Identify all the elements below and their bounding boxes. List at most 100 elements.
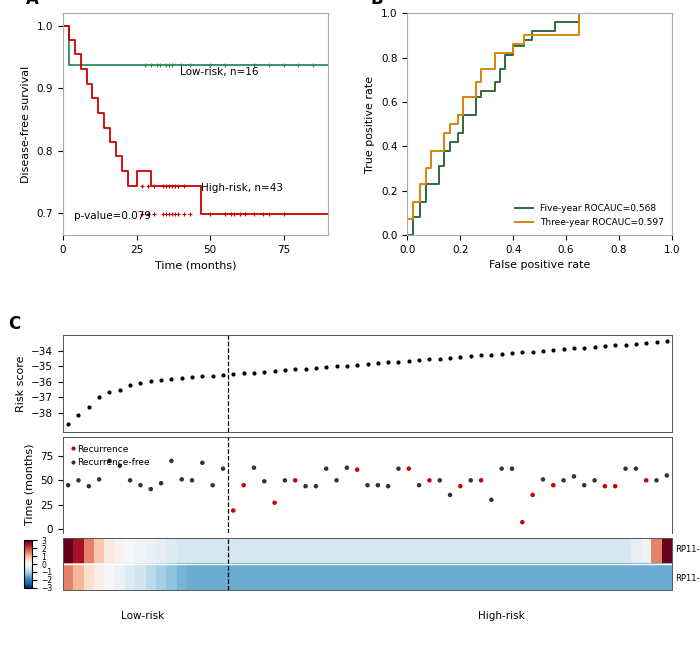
Point <box>475 475 486 485</box>
Three-year ROCAUC=0.597 <box>458 94 467 102</box>
Point <box>83 401 94 412</box>
Point <box>166 373 177 384</box>
Three-year ROCAUC=0.597 <box>519 40 528 48</box>
Point <box>290 475 301 485</box>
Point <box>424 354 435 365</box>
Point <box>662 470 673 481</box>
Text: Low-risk: Low-risk <box>120 611 164 621</box>
Five-year ROCAUC=0.568 <box>528 27 536 35</box>
Point <box>279 475 290 485</box>
Point <box>176 373 188 383</box>
Text: C: C <box>8 316 20 333</box>
Point <box>558 344 569 354</box>
Three-year ROCAUC=0.597 <box>408 198 416 206</box>
Point <box>166 456 177 466</box>
Point <box>527 489 538 500</box>
Point <box>351 359 363 370</box>
Three-year ROCAUC=0.597 <box>458 112 467 119</box>
Point <box>114 461 125 471</box>
Three-year ROCAUC=0.597 <box>636 9 645 17</box>
Point <box>547 345 559 356</box>
Point <box>630 463 641 474</box>
Point <box>579 342 590 353</box>
Three-year ROCAUC=0.597 <box>509 49 517 57</box>
X-axis label: Time (months): Time (months) <box>155 260 236 270</box>
Point <box>135 378 146 388</box>
Point <box>310 363 321 373</box>
Point <box>248 367 260 378</box>
Three-year ROCAUC=0.597 <box>501 49 510 57</box>
Five-year ROCAUC=0.568 <box>668 9 676 17</box>
Point <box>125 475 136 485</box>
Point <box>372 480 384 491</box>
Point <box>444 489 456 500</box>
Point <box>228 505 239 516</box>
Point <box>62 480 74 491</box>
Three-year ROCAUC=0.597 <box>427 147 435 155</box>
Three-year ROCAUC=0.597 <box>668 9 676 17</box>
Point <box>558 475 569 485</box>
Point <box>506 348 517 358</box>
Text: B: B <box>370 0 383 9</box>
Point <box>73 475 84 485</box>
Point <box>651 475 662 485</box>
Point <box>465 475 476 485</box>
Five-year ROCAUC=0.568 <box>575 9 584 17</box>
Point <box>351 464 363 475</box>
Point <box>197 457 208 468</box>
Point <box>207 480 218 491</box>
Three-year ROCAUC=0.597 <box>477 65 486 73</box>
Point <box>104 387 115 398</box>
Point <box>444 352 456 363</box>
Point <box>434 475 445 485</box>
Point <box>145 484 156 495</box>
Point <box>662 336 673 346</box>
Three-year ROCAUC=0.597 <box>403 231 412 239</box>
Text: p-value=0.079: p-value=0.079 <box>74 211 150 222</box>
Three-year ROCAUC=0.597 <box>440 147 449 155</box>
Three-year ROCAUC=0.597 <box>501 49 510 57</box>
Point <box>372 358 384 369</box>
Point <box>73 409 84 420</box>
Three-year ROCAUC=0.597 <box>445 129 454 137</box>
Point <box>342 360 353 371</box>
Three-year ROCAUC=0.597 <box>552 31 560 39</box>
Three-year ROCAUC=0.597 <box>403 216 412 224</box>
Point <box>579 480 590 491</box>
Point <box>331 361 342 371</box>
Three-year ROCAUC=0.597 <box>562 31 570 39</box>
Point <box>259 367 270 377</box>
Point <box>599 341 610 352</box>
Point <box>382 357 393 367</box>
Text: RP11-107E5.3: RP11-107E5.3 <box>675 575 700 583</box>
X-axis label: False positive rate: False positive rate <box>489 260 590 270</box>
Point <box>620 339 631 350</box>
Point <box>651 337 662 348</box>
Five-year ROCAUC=0.568 <box>472 112 480 119</box>
Point <box>382 481 393 491</box>
Point <box>630 338 641 349</box>
Point <box>414 480 425 491</box>
Three-year ROCAUC=0.597 <box>445 120 454 128</box>
Y-axis label: True positive rate: True positive rate <box>365 75 375 173</box>
Point <box>589 342 600 352</box>
Point <box>238 368 249 379</box>
Point <box>538 474 549 485</box>
Point <box>568 343 580 354</box>
Y-axis label: Disease-free survival: Disease-free survival <box>21 66 32 183</box>
Three-year ROCAUC=0.597 <box>509 40 517 48</box>
Legend: Five-year ROCAUC=0.568, Three-year ROCAUC=0.597: Five-year ROCAUC=0.568, Three-year ROCAU… <box>511 201 668 230</box>
Three-year ROCAUC=0.597 <box>668 9 676 17</box>
Three-year ROCAUC=0.597 <box>625 9 634 17</box>
Three-year ROCAUC=0.597 <box>519 31 528 39</box>
Point <box>589 475 600 485</box>
Point <box>186 475 197 485</box>
Point <box>424 475 435 485</box>
Point <box>517 347 528 358</box>
Point <box>465 351 476 361</box>
Three-year ROCAUC=0.597 <box>472 94 480 102</box>
Five-year ROCAUC=0.568 <box>403 231 412 239</box>
Point <box>403 356 414 366</box>
Point <box>568 471 580 482</box>
Point <box>155 478 167 489</box>
